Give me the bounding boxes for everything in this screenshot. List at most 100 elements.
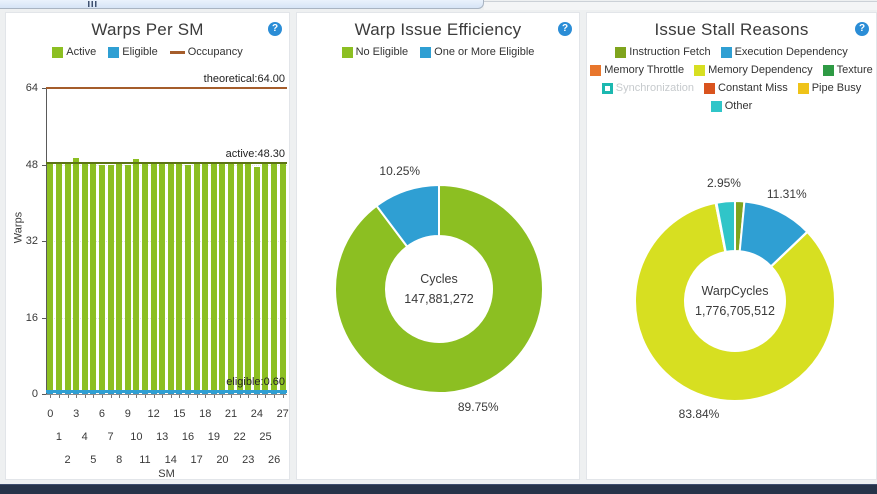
legend-item-eligible[interactable]: Eligible	[108, 46, 158, 58]
constant-miss-swatch-icon	[704, 82, 716, 94]
ref-label-theoretical: theoretical:64.00	[203, 73, 285, 85]
x-tick	[76, 394, 78, 398]
x-tick	[119, 394, 121, 398]
x-tick-label-8: 8	[116, 454, 123, 466]
y-tick-label-48: 48	[25, 158, 38, 171]
y-tick	[42, 394, 46, 395]
horizontal-scrollbar[interactable]	[0, 0, 484, 9]
legend-item-synchronization[interactable]: Synchronization	[601, 82, 695, 94]
x-axis-line	[46, 394, 287, 395]
x-tick-label-24: 24	[250, 408, 263, 420]
y-tick	[42, 164, 46, 166]
bar-active-sm-20	[219, 161, 226, 394]
x-tick-label-1: 1	[55, 431, 62, 443]
bar-active-sm-19	[210, 163, 217, 394]
donut-center-label: WarpCycles	[701, 284, 769, 298]
efficiency-donut-chart: Cycles 147,881,272 89.75% 10.25%	[297, 13, 579, 479]
active-swatch-icon	[52, 46, 64, 58]
panel-title-warp-issue-efficiency: Warp Issue Efficiency	[354, 20, 522, 39]
x-tick-label-10: 10	[130, 431, 143, 443]
pie-slice-label-execution-dependency: 11.31%	[766, 186, 807, 201]
pie-slice-memory-dependency	[634, 201, 836, 402]
pie-slice-label-memory-dependency: 83.84%	[678, 407, 720, 422]
pie-slice-label-one-or-more-eligible: 10.25%	[379, 164, 421, 179]
help-icon[interactable]: ?	[855, 22, 869, 36]
x-tick	[282, 394, 284, 398]
bar-active-sm-6	[98, 164, 105, 394]
x-tick	[136, 394, 138, 398]
pipe-busy-swatch-icon	[797, 82, 809, 94]
legend-label: One or More Eligible	[434, 46, 535, 58]
legend-stall-reasons: Instruction Fetch Execution Dependency Mem…	[587, 40, 876, 112]
help-icon[interactable]: ?	[558, 22, 572, 36]
bar-active-sm-17	[193, 162, 200, 394]
ref-line-theoretical	[46, 87, 287, 89]
help-icon[interactable]: ?	[268, 22, 282, 36]
legend-item-execution-dependency[interactable]: Execution Dependency	[720, 46, 848, 58]
legend-label: Texture	[836, 64, 873, 76]
donut-center-text: Cycles 147,881,272	[404, 269, 474, 309]
x-tick	[93, 394, 95, 398]
legend-item-no-eligible[interactable]: No Eligible	[341, 46, 408, 58]
legend-label: Synchronization	[615, 82, 695, 94]
legend-item-one-or-more-eligible[interactable]: One or More Eligible	[420, 46, 534, 58]
x-tick	[144, 394, 146, 398]
bar-active-sm-24	[253, 166, 260, 394]
x-tick	[188, 394, 190, 398]
grip-icon[interactable]	[88, 1, 97, 7]
legend-item-active[interactable]: Active	[52, 46, 96, 58]
x-tick-label-9: 9	[124, 408, 131, 420]
bar-active-sm-15	[176, 163, 183, 394]
y-tick	[42, 317, 46, 319]
legend-item-texture[interactable]: Texture	[822, 64, 873, 76]
other-swatch-icon	[710, 100, 722, 112]
panel-warps-per-sm: Warps Per SM ? Active Eligible Occupancy 0…	[5, 12, 290, 480]
x-tick-label-5: 5	[90, 454, 97, 466]
x-tick-label-18: 18	[199, 408, 212, 420]
gridline-48	[46, 164, 287, 166]
legend-item-memory-throttle[interactable]: Memory Throttle	[590, 64, 684, 76]
x-axis-title: SM	[158, 468, 175, 480]
warp_issue_efficiency-svg	[334, 184, 544, 394]
y-axis-line	[46, 88, 47, 394]
texture-swatch-icon	[822, 64, 834, 76]
issue_stall_reasons-svg	[634, 200, 836, 402]
x-tick	[58, 394, 60, 398]
legend-label: Memory Dependency	[708, 64, 813, 76]
x-tick	[153, 394, 155, 398]
no-eligible-swatch-icon	[341, 46, 353, 58]
memory-throttle-swatch-icon	[590, 64, 602, 76]
y-axis-title: Warps	[12, 211, 25, 244]
bar-active-sm-22	[236, 163, 243, 394]
x-tick-label-15: 15	[173, 408, 186, 420]
bar-active-sm-0	[47, 163, 54, 394]
donut-center-text: WarpCycles 1,776,705,512	[695, 281, 775, 321]
x-tick-label-7: 7	[107, 431, 114, 443]
x-tick	[196, 394, 198, 398]
top-strip-spacer	[484, 1, 877, 10]
x-tick-label-25: 25	[259, 431, 272, 443]
y-tick	[42, 88, 46, 89]
x-tick-label-11: 11	[139, 454, 151, 466]
bar-active-sm-25	[262, 161, 269, 394]
eligible-swatch-icon	[108, 46, 120, 58]
legend-item-instruction-fetch[interactable]: Instruction Fetch	[615, 46, 711, 58]
legend-label: Execution Dependency	[734, 46, 848, 58]
legend-item-other[interactable]: Other	[710, 100, 753, 112]
legend-label: Memory Throttle	[604, 64, 685, 76]
x-tick-label-6: 6	[98, 408, 105, 420]
warps-bar-chart: 0 16 32 48 64 Warps 0 1 2 3 4 5 6 7 8 9 10 11 12 13 14 15 16 17…	[6, 13, 289, 480]
y-tick-label-0: 0	[31, 388, 38, 400]
x-tick	[50, 394, 52, 398]
bar-active-sm-11	[141, 163, 148, 394]
bar-active-sm-18	[202, 163, 209, 394]
x-tick	[213, 394, 215, 398]
x-tick	[231, 394, 233, 398]
legend-item-pipe-busy[interactable]: Pipe Busy	[797, 82, 861, 94]
legend-item-memory-dependency[interactable]: Memory Dependency	[694, 64, 813, 76]
legend-item-constant-miss[interactable]: Constant Miss	[704, 82, 788, 94]
ref-line-active	[46, 162, 287, 165]
execution-dependency-swatch-icon	[720, 46, 732, 58]
legend-item-occupancy[interactable]: Occupancy	[169, 46, 243, 58]
legend-label: Other	[724, 100, 753, 112]
